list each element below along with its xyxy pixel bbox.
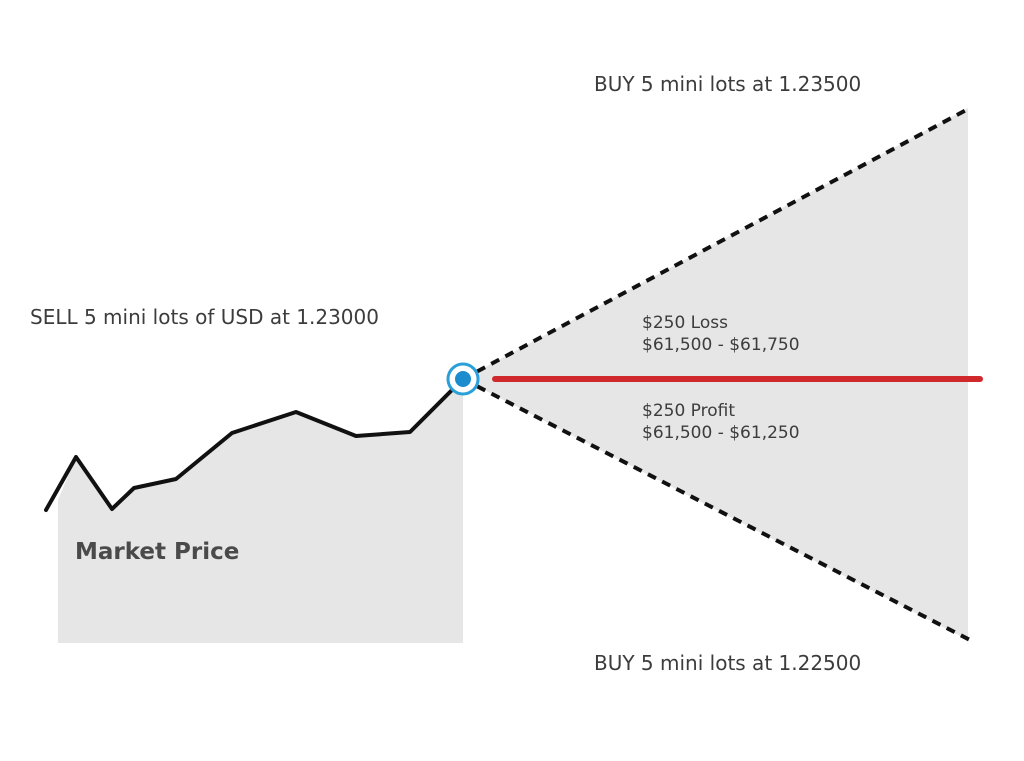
projection-cone xyxy=(463,108,968,640)
buy-upper-label: BUY 5 mini lots at 1.23500 xyxy=(594,72,862,96)
loss-range: $61,500 - $61,750 xyxy=(642,335,800,355)
buy-lower-label: BUY 5 mini lots at 1.22500 xyxy=(594,651,862,675)
market-price-area xyxy=(58,379,463,643)
sell-label: SELL 5 mini lots of USD at 1.23000 xyxy=(30,305,379,329)
market-price-label: Market Price xyxy=(75,539,240,565)
profit-range: $61,500 - $61,250 xyxy=(642,423,800,443)
entry-point-icon xyxy=(446,362,480,396)
market-price-line xyxy=(44,377,465,512)
loss-title: $250 Loss xyxy=(642,313,728,333)
profit-title: $250 Profit xyxy=(642,401,736,421)
